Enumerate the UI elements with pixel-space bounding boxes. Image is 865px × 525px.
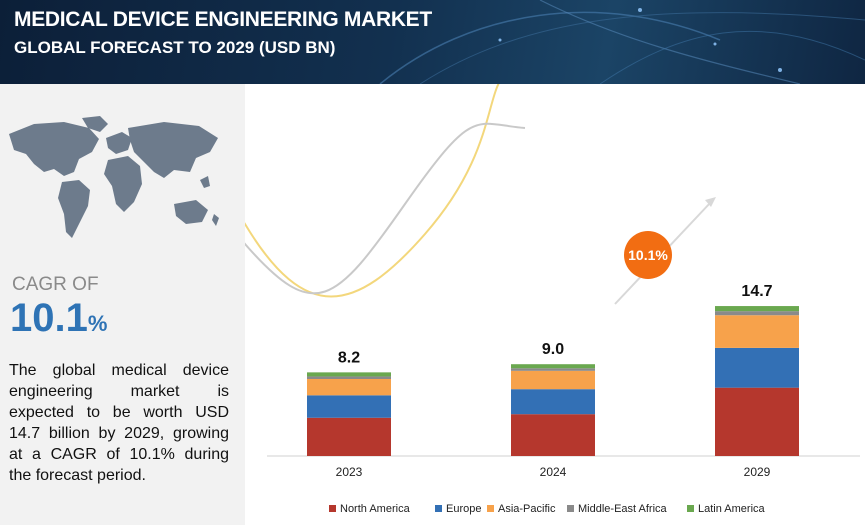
legend-swatch xyxy=(567,505,574,512)
bar-segment-middle-east-africa-2029 xyxy=(715,311,799,316)
decorative-curves xyxy=(245,84,526,298)
legend-swatch xyxy=(487,505,494,512)
bar-total-label: 9.0 xyxy=(542,341,564,358)
bars-layer xyxy=(307,306,799,456)
bar-segment-asia-pacific-2023 xyxy=(307,378,391,396)
legend-label: Asia-Pacific xyxy=(498,503,556,515)
bar-segment-latin-america-2024 xyxy=(511,364,595,369)
bar-segment-middle-east-africa-2023 xyxy=(307,376,391,379)
bar-segment-asia-pacific-2024 xyxy=(511,370,595,390)
bar-total-label: 8.2 xyxy=(338,349,360,366)
summary-panel: CAGR OF 10.1% The global medical device … xyxy=(0,84,245,525)
page-title: MEDICAL DEVICE ENGINEERING MARKET xyxy=(14,8,432,31)
bar-total-label: 14.7 xyxy=(741,283,772,300)
legend-label: Europe xyxy=(446,503,481,515)
bar-segment-latin-america-2023 xyxy=(307,372,391,377)
legend: North America Europe Asia-Pacific Middle-Ea… xyxy=(329,503,766,515)
bar-segment-north-america-2024 xyxy=(511,414,595,456)
legend-label: Latin America xyxy=(698,503,766,515)
legend-swatch xyxy=(329,505,336,512)
market-bar-chart: 8.2 2023 9.0 2024 14.7 2029 10.1% North Ameri… xyxy=(245,84,860,515)
bar-segment-middle-east-africa-2024 xyxy=(511,368,595,371)
legend-label: Middle-East Africa xyxy=(578,503,668,515)
bar-segment-latin-america-2029 xyxy=(715,306,799,312)
bar-segment-north-america-2029 xyxy=(715,387,799,456)
bar-segment-north-america-2023 xyxy=(307,417,391,456)
cagr-badge-label: 10.1% xyxy=(628,247,668,263)
bar-segment-europe-2023 xyxy=(307,395,391,418)
cagr-unit: % xyxy=(87,311,108,336)
growth-arrow-head xyxy=(705,197,716,207)
legend-swatch xyxy=(435,505,442,512)
x-tick-label: 2023 xyxy=(336,465,363,479)
banner-decoration xyxy=(379,0,865,84)
cagr-label: CAGR OF xyxy=(12,274,99,295)
labels-layer: 8.2 2023 9.0 2024 14.7 2029 xyxy=(336,283,773,479)
page-subtitle: GLOBAL FORECAST TO 2029 (USD BN) xyxy=(14,38,336,57)
x-tick-label: 2029 xyxy=(744,465,771,479)
legend-swatch xyxy=(687,505,694,512)
legend-label: North America xyxy=(340,503,411,515)
cagr-number: 10.1 xyxy=(10,296,88,340)
world-map-icon xyxy=(9,116,219,238)
bar-segment-europe-2024 xyxy=(511,389,595,415)
bar-segment-asia-pacific-2029 xyxy=(715,315,799,348)
x-tick-label: 2024 xyxy=(540,465,567,479)
cagr-value: 10.1% xyxy=(10,296,107,341)
cagr-badge xyxy=(624,231,672,279)
market-description: The global medical device engineering ma… xyxy=(9,362,229,484)
header-banner: MEDICAL DEVICE ENGINEERING MARKET GLOBAL… xyxy=(0,0,865,84)
bar-segment-europe-2029 xyxy=(715,347,799,388)
